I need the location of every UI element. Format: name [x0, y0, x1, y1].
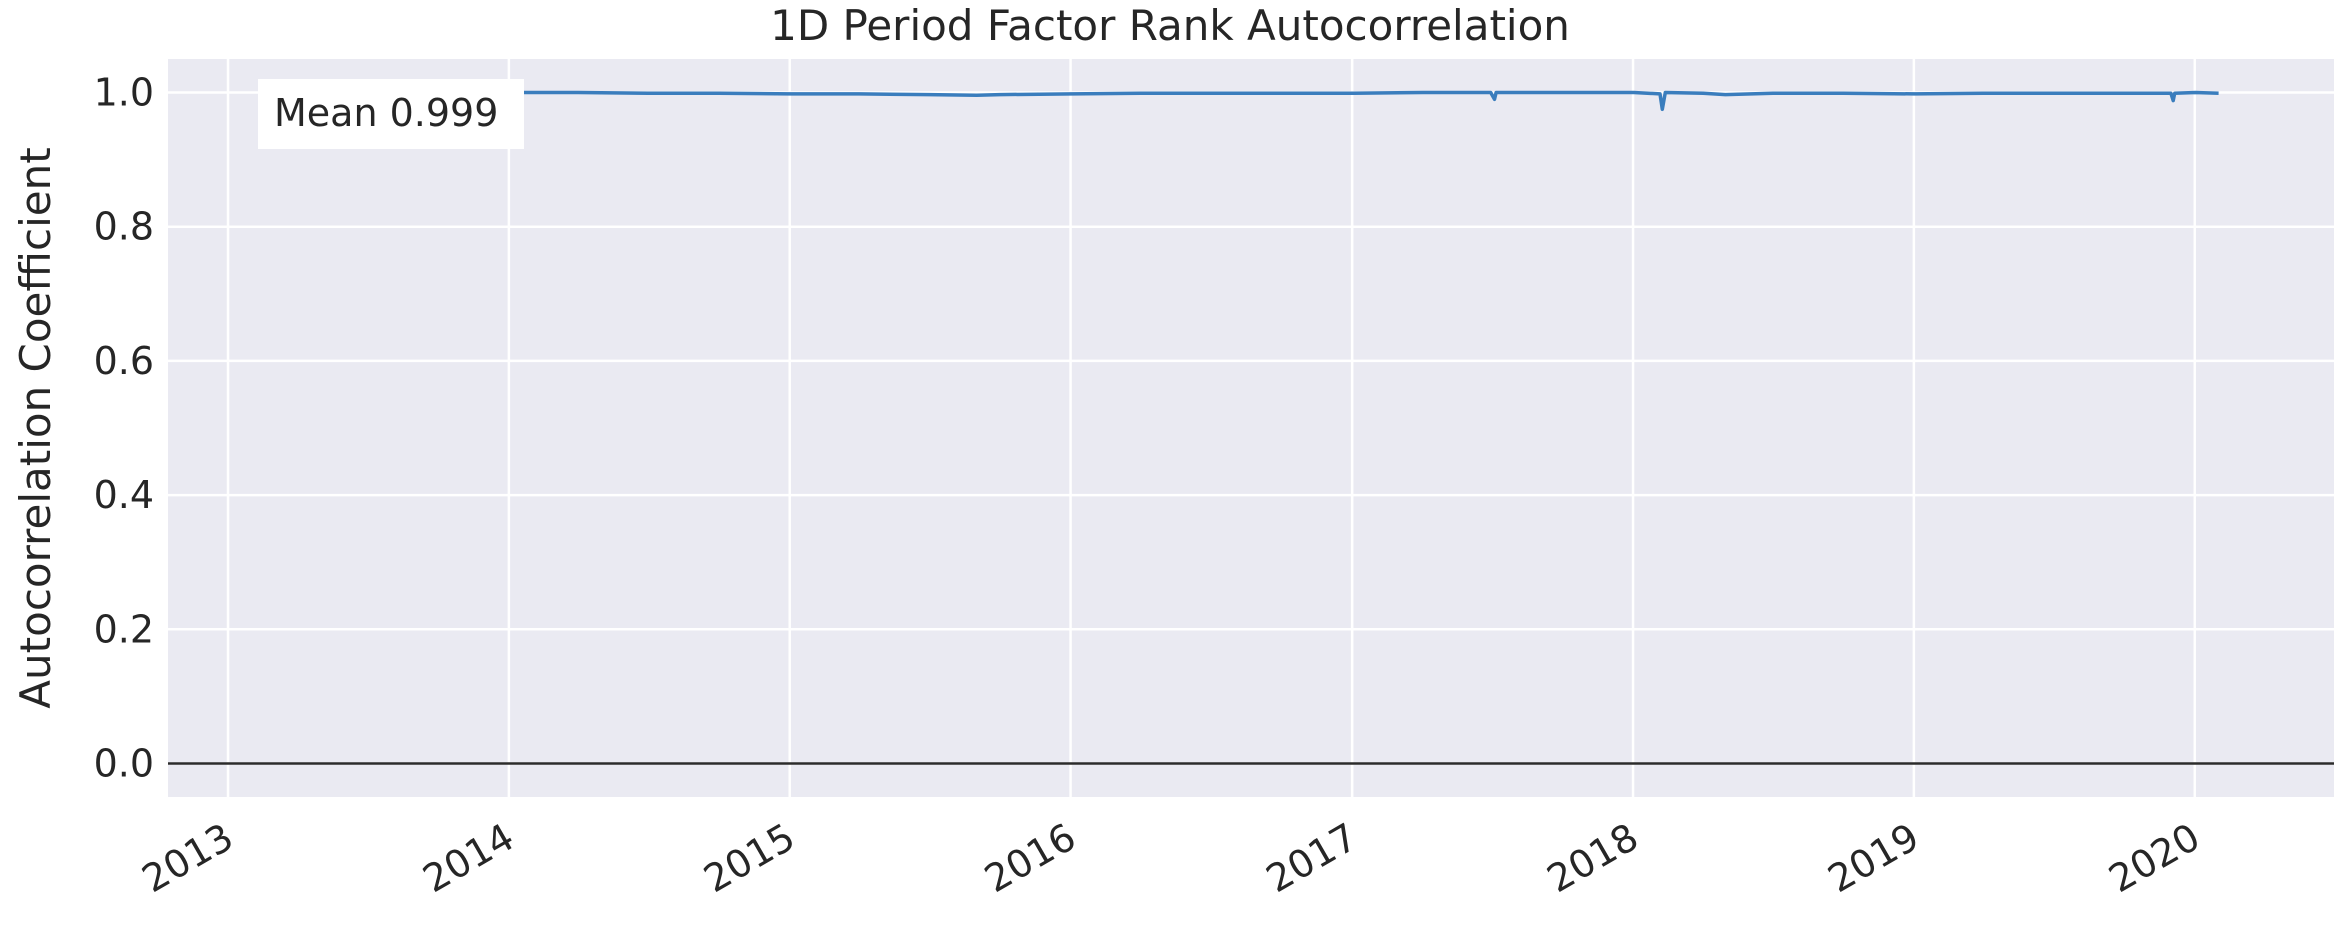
x-tick-label: 2013 [135, 815, 241, 901]
chart-title: 1D Period Factor Rank Autocorrelation [770, 1, 1570, 50]
x-tick-label: 2020 [2101, 815, 2207, 901]
x-tick-label: 2014 [416, 815, 522, 901]
x-tick-label: 2017 [1259, 815, 1365, 901]
autocorrelation-series-line [509, 90, 2219, 112]
mean-annotation-box [258, 79, 524, 149]
y-tick-label: 0.0 [94, 741, 154, 785]
mean-annotation: Mean 0.999 [258, 79, 524, 149]
y-tick-label: 0.6 [94, 339, 154, 383]
plot-background [168, 59, 2334, 797]
x-tick-label: 2018 [1540, 815, 1646, 901]
y-tick-label: 0.4 [94, 473, 154, 517]
x-tick-label: 2015 [696, 815, 802, 901]
mean-annotation-text: Mean 0.999 [274, 91, 498, 135]
x-tick-label: 2016 [977, 815, 1083, 901]
y-axis-label: Autocorrelation Coefficient [11, 147, 60, 708]
y-tick-label: 0.8 [94, 205, 154, 249]
x-tick-label: 2019 [1821, 815, 1927, 901]
y-tick-label: 1.0 [94, 71, 154, 115]
y-tick-label: 0.2 [94, 607, 154, 651]
series-layer [168, 90, 2334, 765]
